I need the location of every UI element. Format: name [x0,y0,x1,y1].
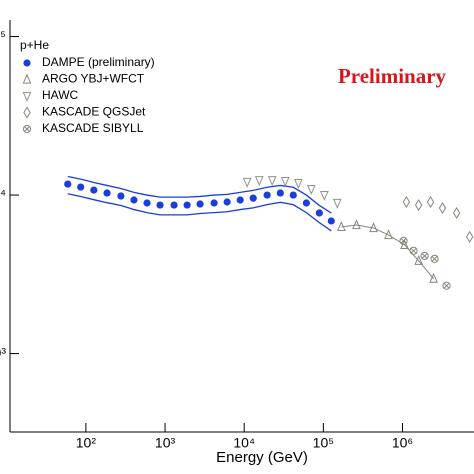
data-point [156,201,164,209]
x-tick-label: 10⁵ [313,435,334,451]
legend-label: DAMPE (preliminary) [42,55,155,69]
legend-label: KASCADE QGSJet [42,105,146,119]
data-point [465,230,474,243]
data-point [438,201,447,215]
x-tick-label: 10² [76,435,97,451]
x-tick-label: 10⁶ [392,435,413,451]
data-point [103,189,111,197]
data-point [170,201,178,209]
data-point [452,206,461,220]
data-point [402,195,411,209]
data-point [236,196,244,204]
data-point [384,229,393,240]
data-point [337,221,346,231]
x-axis-label: Energy (GeV) [216,449,308,466]
y-tick-label: 10⁴ [0,186,6,202]
data-point [426,195,435,209]
x-tick-label: 10³ [155,435,176,451]
data-point [315,209,323,217]
data-point [414,254,424,265]
data-point [414,198,423,212]
data-point [210,199,218,207]
y-tick-label: 10⁵ [0,27,6,43]
legend-label: ARGO YBJ+WFCT [42,72,145,86]
legend-label: KASCADE SIBYLL [42,121,144,135]
data-point [420,251,429,261]
data-point [77,183,85,191]
legend-marker [22,124,32,134]
legend-marker [23,59,31,67]
data-point [254,176,264,187]
data-point [267,176,277,187]
data-point [442,281,451,290]
data-point [429,272,438,283]
data-point [117,192,125,200]
data-point [223,198,231,206]
legend-label: HAWC [42,88,79,102]
legend-title: p+He [20,38,49,52]
data-point [302,199,310,207]
data-point [332,198,342,209]
data-point [306,185,316,195]
data-point [249,194,257,202]
data-point [289,191,297,199]
legend-marker [23,106,31,119]
band-line [67,175,332,214]
annotation: Preliminary [338,64,447,88]
band-line [67,193,332,232]
series-line [341,224,434,279]
data-point [276,189,284,197]
data-point [320,190,329,201]
data-point [242,177,252,188]
data-point [352,219,361,230]
data-point [369,222,378,233]
data-point [327,217,335,225]
data-point [409,246,418,255]
data-point [430,254,439,263]
x-tick-label: 10⁴ [233,435,255,451]
data-point [90,186,98,194]
data-point [64,180,72,188]
data-point [263,191,271,199]
data-point [143,199,151,207]
data-point [130,196,138,204]
legend-marker [22,73,32,84]
data-point [293,178,303,189]
data-point [399,236,408,245]
legend-marker [22,91,32,102]
data-point [196,200,204,208]
data-point [183,201,191,209]
data-point [280,176,290,187]
y-tick-label: 10³ [0,344,6,360]
